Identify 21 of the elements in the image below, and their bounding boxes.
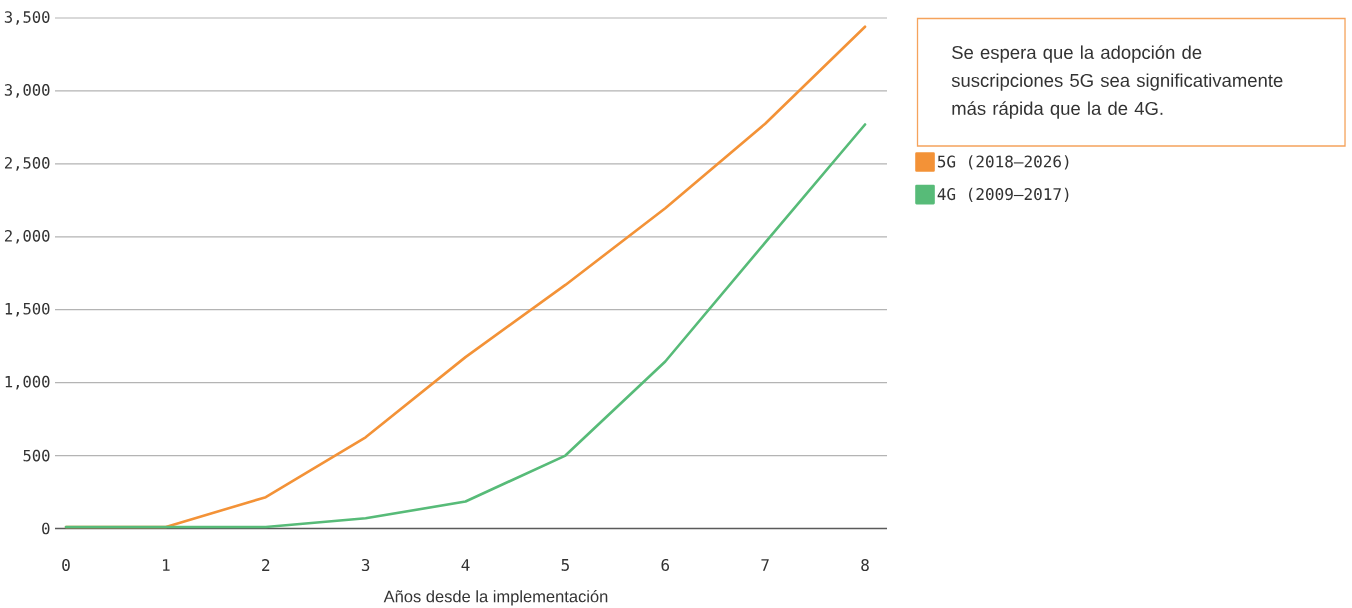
- y-tick-label: 2,500: [4, 157, 50, 171]
- y-tick-label: 1,000: [5, 375, 50, 390]
- y-tick-label: 3,000: [4, 84, 50, 98]
- x-tick-label: 1: [162, 559, 170, 571]
- y-tick-label: 500: [23, 449, 50, 462]
- y-tick-label: 3,500: [4, 11, 50, 25]
- x-tick-label: 8: [861, 558, 869, 572]
- y-tick-label: 0: [42, 522, 50, 535]
- legend-label: 5G (2018–2026): [937, 155, 1069, 170]
- x-tick-label: 2: [262, 559, 270, 571]
- x-tick-label: 5: [561, 559, 569, 571]
- x-tick-label: 3: [361, 558, 370, 572]
- y-tick-label: 2,000: [4, 229, 50, 244]
- x-tick-label: 0: [62, 558, 70, 572]
- x-tick-label: 6: [661, 558, 670, 572]
- text: Se espera que la adopción de suscripciones 5G sea significativamente más rápida que la de 4G.: [951, 45, 1283, 119]
- legend-label: 4G (2009–2017): [937, 187, 1069, 203]
- y-tick-label: 1,500: [5, 302, 50, 317]
- x-tick-label: 4: [461, 559, 470, 571]
- x-tick-label: 7: [761, 559, 769, 571]
- x-axis-title: Años desde la implementación: [383, 590, 608, 606]
